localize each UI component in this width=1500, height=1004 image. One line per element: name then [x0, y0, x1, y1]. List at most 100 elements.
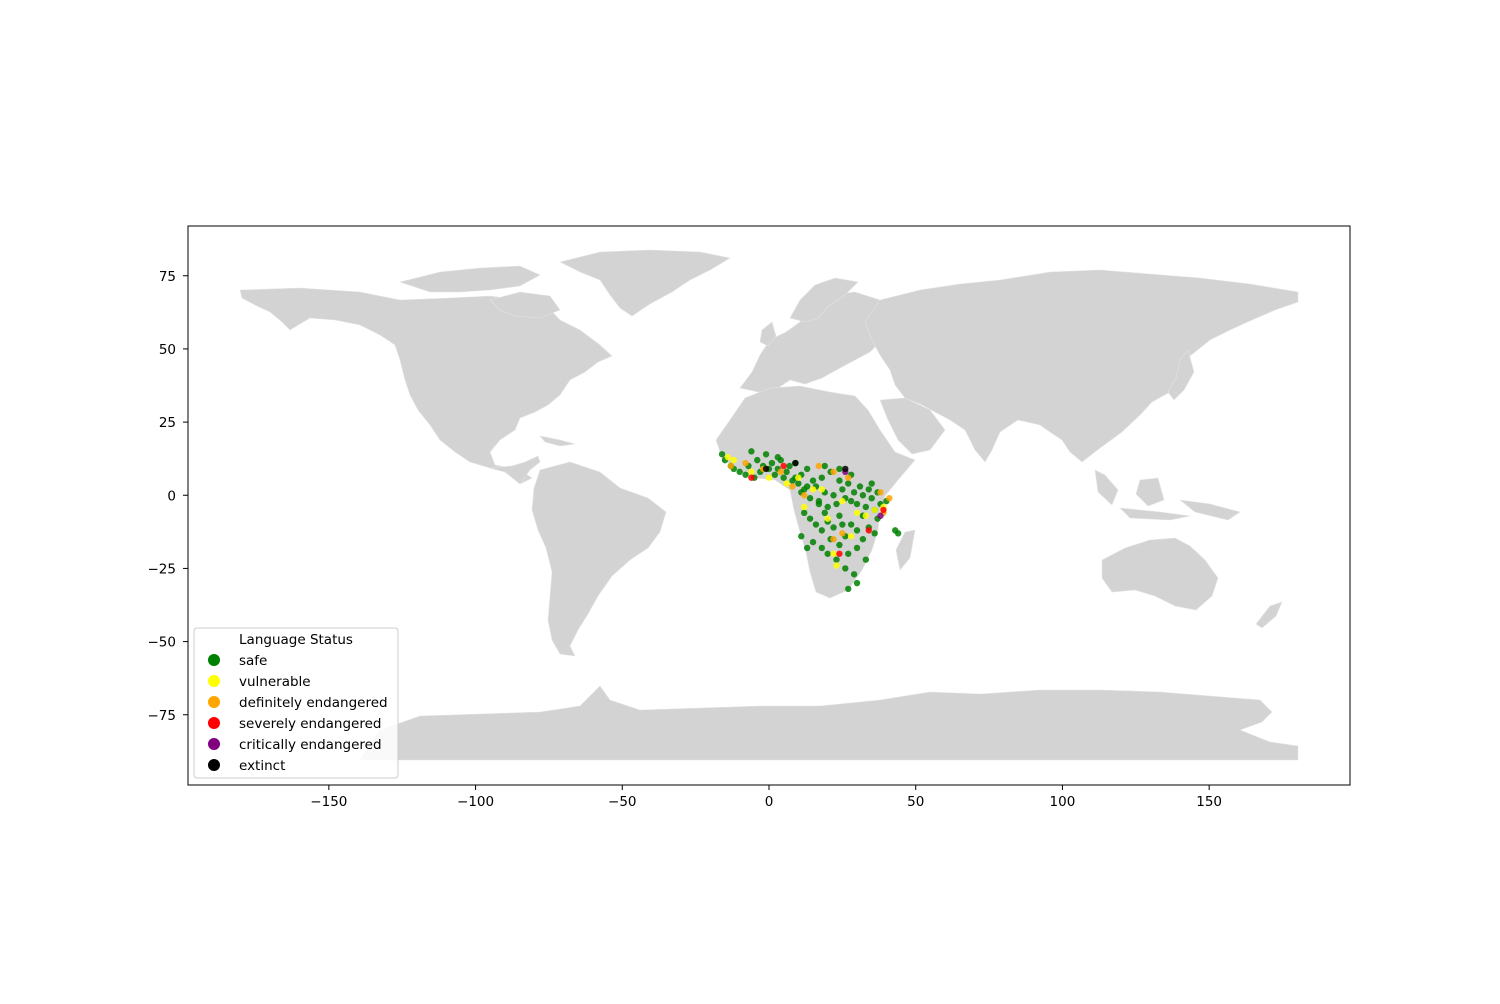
point-safe: [768, 459, 776, 467]
point-extinct: [842, 465, 849, 473]
point-vulnerable: [809, 486, 817, 493]
point-definitely-endangered: [742, 459, 749, 467]
point-severely-endangered: [836, 550, 843, 557]
point-safe: [809, 477, 817, 484]
legend-box: [193, 627, 399, 779]
point-safe: [836, 541, 843, 549]
point-vulnerable: [847, 533, 855, 540]
legend-marker-critically-endangered: [208, 738, 220, 750]
legend-marker-severely-endangered: [208, 717, 220, 729]
point-safe: [824, 503, 831, 511]
point-vulnerable: [818, 486, 826, 493]
point-safe: [812, 521, 820, 528]
point-safe: [798, 533, 805, 540]
legend: Language Status safe vulnerable definite…: [193, 627, 399, 779]
point-safe: [859, 535, 867, 543]
point-safe: [850, 571, 858, 578]
point-definitely-endangered: [830, 535, 837, 543]
point-safe: [862, 556, 870, 563]
point-safe: [839, 521, 846, 528]
point-definitely-endangered: [727, 462, 735, 470]
point-safe: [853, 527, 861, 534]
point-safe: [754, 456, 761, 464]
point-vulnerable: [765, 474, 773, 481]
point-safe: [868, 494, 875, 502]
point-safe: [853, 579, 861, 587]
point-vulnerable: [830, 550, 837, 557]
point-safe: [803, 483, 811, 490]
point-safe: [830, 524, 837, 531]
point-definitely-endangered: [815, 462, 823, 470]
x-tick-label: 50: [907, 794, 924, 810]
point-vulnerable: [801, 503, 808, 511]
point-safe: [859, 492, 867, 499]
x-tick-label: −50: [608, 794, 637, 810]
legend-marker-safe: [208, 654, 220, 666]
y-tick-label: −75: [148, 708, 177, 724]
point-safe: [809, 538, 817, 546]
point-safe: [771, 471, 779, 478]
point-safe: [847, 521, 855, 528]
point-safe: [830, 492, 837, 499]
point-safe: [801, 509, 808, 517]
point-vulnerable: [871, 506, 878, 514]
point-extinct: [792, 459, 799, 467]
point-safe: [818, 544, 826, 552]
point-safe: [868, 480, 875, 487]
point-safe: [736, 468, 743, 476]
point-safe: [833, 556, 840, 563]
point-safe: [806, 494, 814, 502]
legend-marker-vulnerable: [208, 675, 220, 687]
y-tick-label: −50: [148, 635, 177, 651]
point-safe: [842, 565, 849, 572]
point-safe: [742, 471, 749, 478]
point-safe: [845, 585, 852, 593]
point-definitely-endangered: [839, 530, 846, 537]
point-safe: [824, 550, 831, 557]
point-safe: [783, 468, 790, 476]
point-safe: [865, 486, 872, 493]
point-vulnerable: [783, 480, 790, 487]
point-safe: [780, 474, 787, 481]
legend-marker-definitely-endangered: [208, 696, 220, 708]
y-axis: 75 50 25 0 −25 −50 −75: [148, 269, 188, 724]
point-definitely-endangered: [830, 468, 837, 476]
x-tick-label: 100: [1050, 794, 1076, 810]
point-vulnerable: [833, 562, 840, 569]
legend-label: definitely endangered: [239, 695, 388, 711]
point-safe: [847, 497, 855, 505]
x-tick-label: 0: [765, 794, 774, 810]
point-safe: [836, 465, 843, 473]
y-ticks: [183, 275, 188, 716]
y-tick-label: 25: [159, 415, 176, 431]
legend-marker-extinct: [208, 759, 220, 771]
point-safe: [786, 462, 793, 470]
point-extinct: [762, 465, 770, 473]
point-definitely-endangered: [777, 468, 784, 476]
point-vulnerable: [748, 468, 755, 476]
point-safe: [850, 489, 858, 496]
point-safe: [803, 465, 811, 473]
legend-label: critically endangered: [239, 737, 382, 753]
x-tick-label: 150: [1196, 794, 1222, 810]
y-tick-label: −25: [148, 561, 177, 577]
point-vulnerable: [839, 497, 846, 505]
legend-title: Language Status: [239, 632, 353, 648]
x-tick-label: −100: [457, 794, 494, 810]
y-tick-label: 0: [167, 488, 176, 504]
x-tick-label: −150: [310, 794, 347, 810]
point-safe: [856, 483, 864, 490]
point-safe: [803, 544, 811, 552]
legend-label: safe: [239, 653, 267, 669]
point-safe: [818, 527, 826, 534]
point-safe: [853, 500, 861, 508]
point-safe: [853, 544, 861, 552]
point-safe: [774, 454, 782, 461]
point-safe: [845, 550, 852, 557]
point-definitely-endangered: [789, 483, 796, 490]
plot-area: [239, 249, 1299, 761]
point-vulnerable: [824, 515, 831, 522]
point-safe: [748, 448, 755, 455]
point-safe: [806, 515, 814, 522]
